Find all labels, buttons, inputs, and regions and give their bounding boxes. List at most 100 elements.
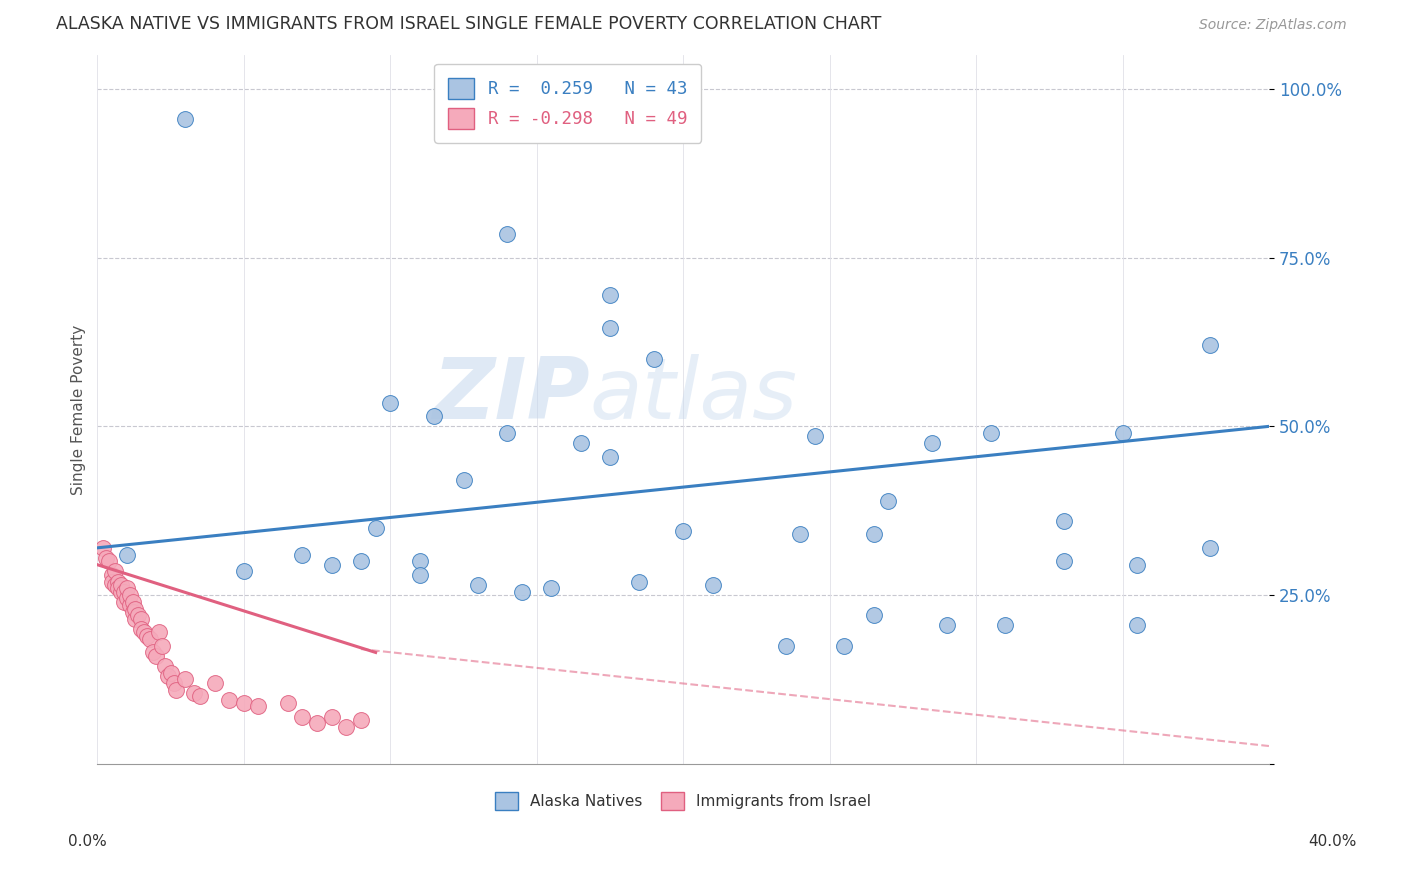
Point [380, 395, 402, 409]
Point [1053, 514, 1076, 528]
Point [350, 713, 373, 727]
Point [496, 227, 519, 241]
Point [104, 578, 127, 592]
Point [104, 565, 127, 579]
Point [150, 639, 173, 653]
Point [1126, 558, 1149, 572]
Point [139, 632, 162, 646]
Point [408, 567, 430, 582]
Point [183, 686, 205, 700]
Point [134, 625, 156, 640]
Point [118, 588, 141, 602]
Point [204, 675, 226, 690]
Point [643, 351, 665, 366]
Point [862, 527, 884, 541]
Point [159, 665, 181, 680]
Point [980, 426, 1002, 441]
Point [98, 554, 121, 568]
Point [174, 112, 197, 127]
Point [124, 601, 146, 615]
Point [862, 608, 884, 623]
Point [112, 595, 135, 609]
Point [775, 639, 797, 653]
Point [94, 551, 117, 566]
Point [453, 474, 475, 488]
Point [599, 287, 621, 301]
Point [599, 321, 621, 335]
Point [107, 574, 129, 589]
Text: ZIP: ZIP [432, 354, 589, 437]
Legend: Alaska Natives, Immigrants from Israel: Alaska Natives, Immigrants from Israel [489, 786, 877, 816]
Text: 0.0%: 0.0% [67, 834, 107, 848]
Point [232, 696, 254, 710]
Point [115, 591, 138, 606]
Point [702, 578, 724, 592]
Point [1053, 554, 1076, 568]
Point [153, 659, 176, 673]
Point [136, 629, 159, 643]
Point [672, 524, 695, 538]
Point [1199, 338, 1222, 352]
Point [148, 625, 170, 640]
Point [115, 548, 138, 562]
Point [408, 554, 430, 568]
Point [156, 669, 179, 683]
Point [804, 429, 827, 443]
Point [877, 493, 900, 508]
Point [291, 548, 314, 562]
Text: atlas: atlas [589, 354, 797, 437]
Point [107, 582, 129, 596]
Point [305, 716, 328, 731]
Point [121, 605, 143, 619]
Point [174, 673, 197, 687]
Point [145, 648, 167, 663]
Point [364, 520, 387, 534]
Y-axis label: Single Female Poverty: Single Female Poverty [72, 325, 86, 494]
Text: Source: ZipAtlas.com: Source: ZipAtlas.com [1199, 18, 1347, 31]
Point [789, 527, 811, 541]
Point [142, 645, 165, 659]
Point [101, 574, 124, 589]
Point [921, 436, 943, 450]
Point [162, 675, 184, 690]
Point [540, 582, 562, 596]
Text: ALASKA NATIVE VS IMMIGRANTS FROM ISRAEL SINGLE FEMALE POVERTY CORRELATION CHART: ALASKA NATIVE VS IMMIGRANTS FROM ISRAEL … [56, 14, 882, 32]
Point [110, 584, 132, 599]
Point [569, 436, 592, 450]
Point [321, 558, 343, 572]
Point [188, 690, 211, 704]
Point [277, 696, 299, 710]
Point [165, 682, 187, 697]
Point [628, 574, 651, 589]
Point [115, 582, 138, 596]
Point [218, 692, 240, 706]
Point [1199, 541, 1222, 555]
Point [110, 578, 132, 592]
Point [129, 622, 152, 636]
Point [91, 541, 114, 555]
Point [496, 426, 519, 441]
Point [112, 584, 135, 599]
Point [291, 709, 314, 723]
Point [127, 608, 149, 623]
Point [335, 720, 357, 734]
Point [232, 565, 254, 579]
Point [350, 554, 373, 568]
Point [510, 584, 533, 599]
Point [124, 612, 146, 626]
Point [834, 639, 856, 653]
Point [599, 450, 621, 464]
Point [423, 409, 446, 424]
Point [935, 618, 957, 632]
Point [101, 567, 124, 582]
Point [121, 595, 143, 609]
Point [1111, 426, 1133, 441]
Point [994, 618, 1017, 632]
Point [247, 699, 270, 714]
Point [118, 598, 141, 612]
Point [467, 578, 489, 592]
Text: 40.0%: 40.0% [1309, 834, 1357, 848]
Point [321, 709, 343, 723]
Point [1126, 618, 1149, 632]
Point [129, 612, 152, 626]
